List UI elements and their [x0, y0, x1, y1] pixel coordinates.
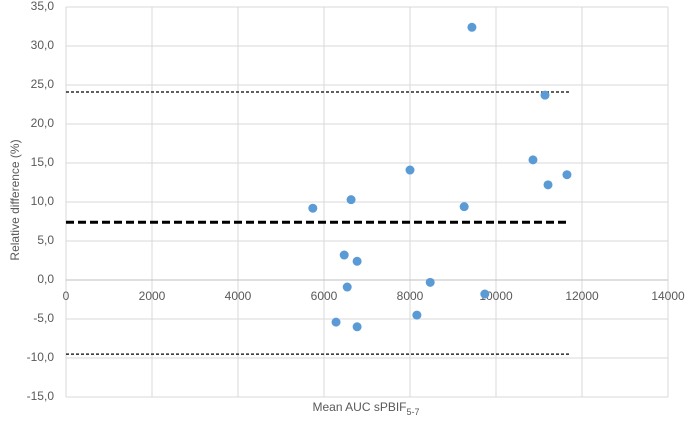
x-tick-label: 12000 [565, 289, 599, 303]
data-point [342, 282, 352, 292]
y-axis-label: Relative difference (%) [8, 139, 22, 260]
data-point [480, 289, 490, 299]
x-tick-label: 0 [63, 289, 70, 303]
x-tick-label: 2000 [139, 289, 166, 303]
data-point [339, 250, 349, 260]
data-point [346, 195, 356, 205]
x-tick-label: 6000 [311, 289, 338, 303]
x-axis-label-main: Mean AUC sPBIF [312, 400, 406, 414]
y-tick-label: -5,0 [33, 311, 54, 325]
y-tick-label: -15,0 [27, 389, 55, 403]
data-point [425, 277, 435, 287]
data-point [412, 310, 422, 320]
y-tick-label: -10,0 [27, 350, 55, 364]
data-point [308, 203, 318, 213]
data-point [459, 202, 469, 212]
y-tick-label: 15,0 [31, 155, 55, 169]
x-tick-label: 4000 [225, 289, 252, 303]
y-tick-label: 25,0 [31, 77, 55, 91]
y-tick-label: 5,0 [37, 233, 54, 247]
data-point [528, 155, 538, 165]
x-tick-label: 8000 [397, 289, 424, 303]
x-tick-label: 14000 [651, 289, 685, 303]
y-tick-label: 20,0 [31, 116, 55, 130]
x-axis-label-subscript: 5-7 [407, 407, 420, 417]
y-tick-label: 10,0 [31, 194, 55, 208]
data-point [467, 22, 477, 32]
y-tick-label: 30,0 [31, 38, 55, 52]
data-point [562, 170, 572, 180]
data-point [540, 90, 550, 100]
data-point [331, 317, 341, 327]
y-tick-label: 0,0 [37, 272, 54, 286]
data-point [352, 322, 362, 332]
data-point [543, 180, 553, 190]
y-tick-label: 35,0 [31, 0, 55, 13]
data-point [405, 165, 415, 175]
data-point [352, 256, 362, 266]
x-axis-label: Mean AUC sPBIF5-7 [312, 400, 419, 417]
